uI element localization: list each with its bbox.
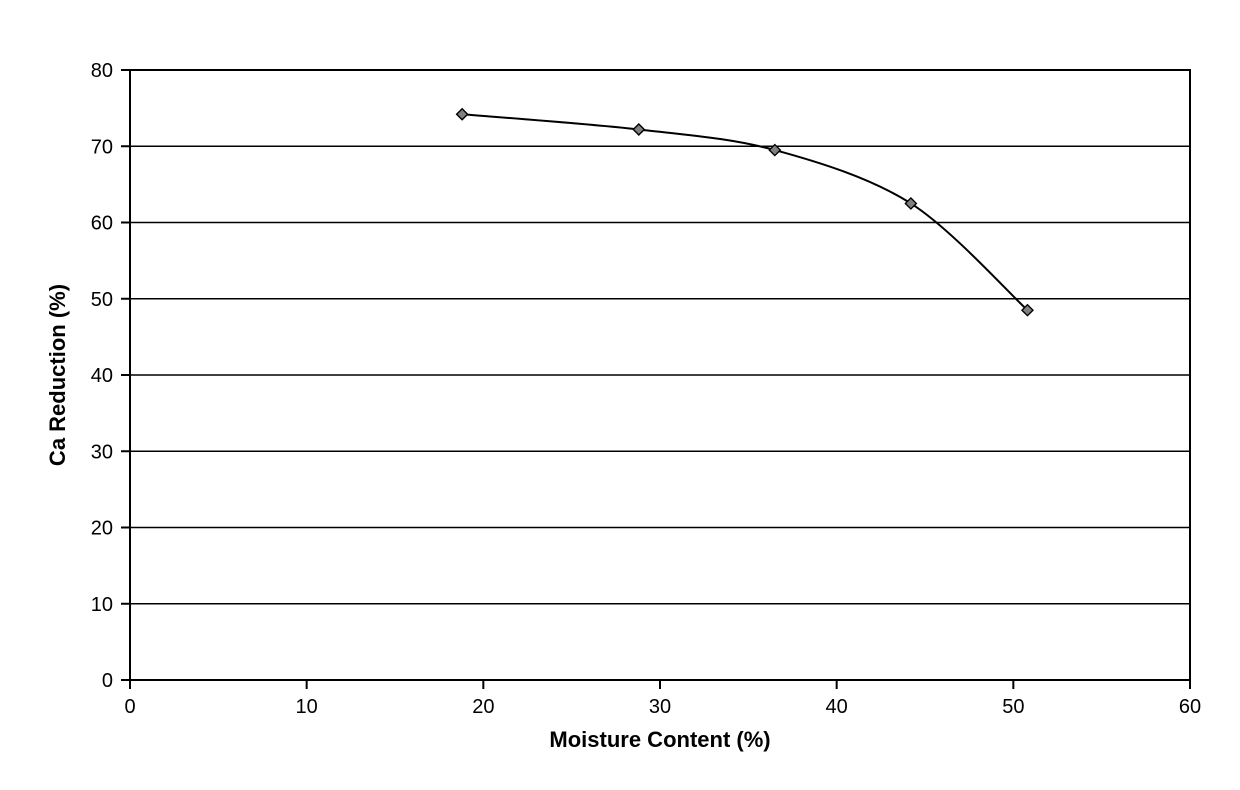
x-tick-label: 10	[296, 696, 318, 718]
x-tick-label: 30	[649, 696, 671, 718]
y-tick-label: 0	[102, 670, 113, 692]
y-tick-label: 50	[91, 289, 113, 311]
y-tick-label: 80	[91, 60, 113, 82]
x-tick-label: 50	[1002, 696, 1024, 718]
y-tick-label: 10	[91, 594, 113, 616]
y-tick-label: 60	[91, 213, 113, 235]
y-tick-label: 40	[91, 365, 113, 387]
y-axis-label: Ca Reduction (%)	[45, 284, 70, 466]
x-tick-label: 40	[826, 696, 848, 718]
y-tick-label: 30	[91, 441, 113, 463]
x-axis-label: Moisture Content (%)	[549, 727, 770, 752]
chart-svg: 0 10 20 30 40 50 60 0 10 20 30 40 50 60 70 80 Moisture C…	[0, 0, 1240, 790]
chart-container: 0 10 20 30 40 50 60 0 10 20 30 40 50 60 70 80 Moisture C…	[0, 0, 1240, 790]
x-tick-label: 20	[472, 696, 494, 718]
x-tick-label: 0	[124, 696, 135, 718]
y-tick-label: 20	[91, 518, 113, 540]
y-tick-label: 70	[91, 136, 113, 158]
x-tick-label: 60	[1179, 696, 1201, 718]
